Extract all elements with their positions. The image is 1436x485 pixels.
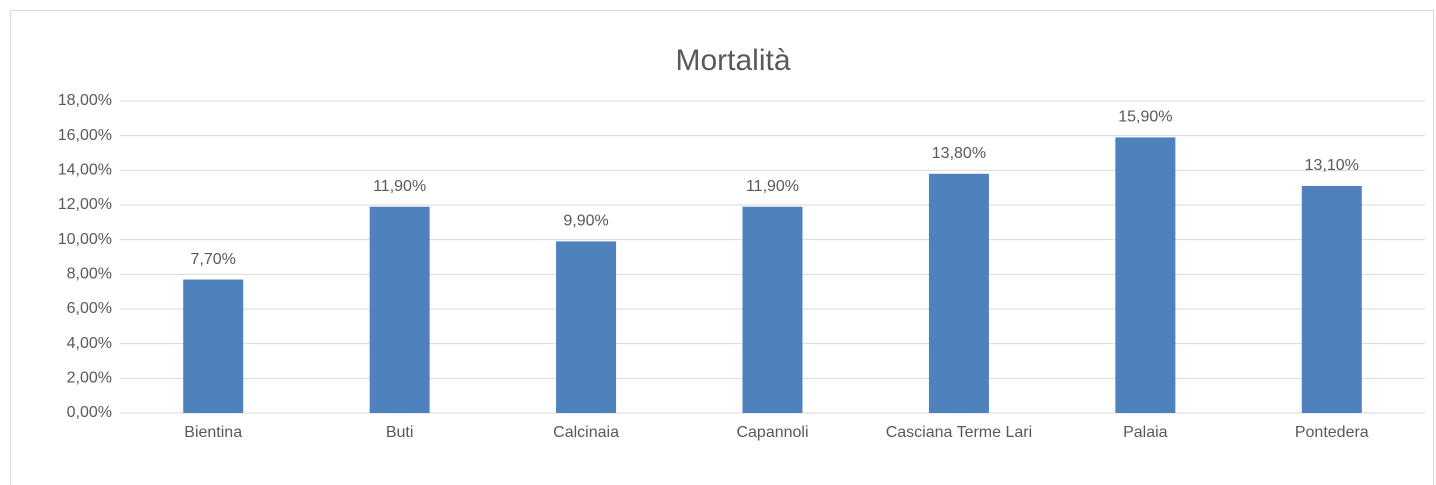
chart-border [10, 10, 1434, 485]
y-tick-label: 12,00% [58, 196, 112, 213]
x-tick-label: Palaia [1123, 424, 1168, 441]
value-label: 13,10% [1305, 157, 1359, 174]
y-tick-label: 14,00% [58, 162, 112, 179]
x-tick-label: Bientina [184, 424, 243, 441]
bar [369, 206, 430, 413]
x-tick-label: Calcinaia [553, 424, 619, 441]
x-tick-label: Casciana Terme Lari [885, 424, 1033, 441]
bar [556, 241, 617, 413]
value-label: 15,90% [1118, 109, 1172, 126]
y-tick-label: 8,00% [67, 266, 112, 283]
chart-title: Mortalità [675, 44, 790, 77]
y-tick-label: 16,00% [58, 127, 112, 144]
y-tick-label: 2,00% [67, 370, 112, 387]
y-tick-label: 10,00% [58, 231, 112, 248]
bar [742, 206, 803, 413]
value-label: 11,90% [373, 178, 426, 195]
bar [1301, 185, 1362, 413]
value-label: 13,80% [932, 145, 986, 162]
x-tick-label: Capannoli [736, 424, 809, 441]
x-tick-label: Pontedera [1294, 424, 1369, 441]
bar [183, 279, 244, 413]
y-tick-label: 18,00% [58, 92, 112, 109]
y-tick-label: 0,00% [67, 404, 112, 421]
value-label: 9,90% [563, 213, 608, 230]
value-label: 7,70% [191, 251, 236, 268]
value-label: 11,90% [746, 178, 799, 195]
y-tick-label: 6,00% [67, 300, 112, 317]
x-tick-label: Buti [385, 424, 414, 441]
bar [928, 173, 989, 413]
y-tick-label: 4,00% [67, 335, 112, 352]
bar [1115, 137, 1176, 413]
